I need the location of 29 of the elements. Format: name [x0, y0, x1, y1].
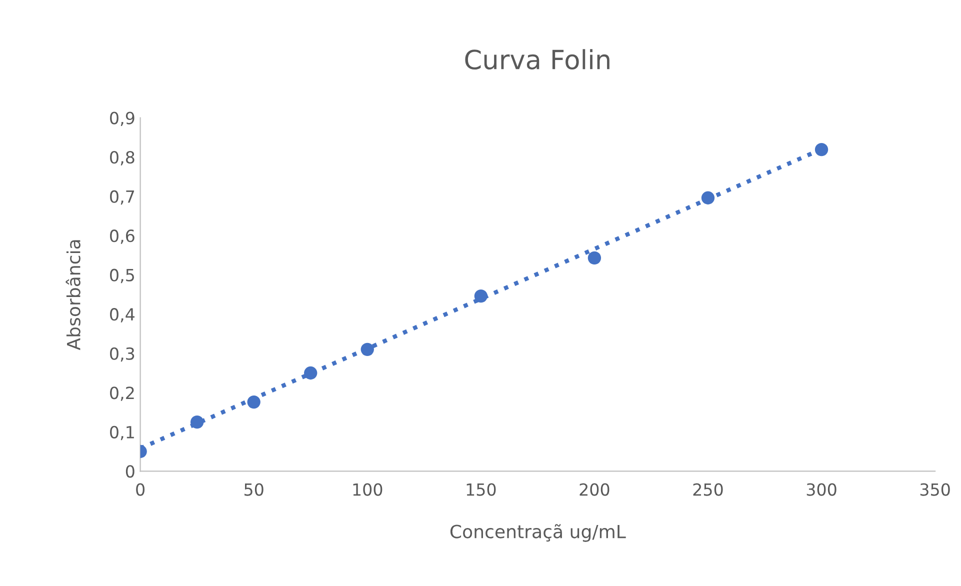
- x-tick-label: 350: [920, 483, 950, 496]
- y-axis-title: Absorbância: [66, 240, 80, 350]
- chart-title: Curva Folin: [465, 49, 610, 70]
- point: [190, 415, 204, 429]
- x-axis-title: Concentraçã ug/mL: [450, 524, 626, 542]
- y-tick-label: 0,2: [110, 386, 134, 401]
- point: [474, 289, 488, 303]
- x-tick-label: 0: [136, 483, 144, 496]
- point: [814, 143, 828, 156]
- y-tick-label: 0,8: [110, 151, 134, 166]
- x-tick-label: 100: [353, 483, 382, 496]
- x-tick-label: 300: [806, 483, 836, 496]
- point: [304, 366, 318, 380]
- y-tick-label: 0,6: [110, 230, 134, 244]
- point: [360, 342, 374, 356]
- y-tick-label: 0: [126, 465, 134, 478]
- x-tick-label: 50: [244, 483, 264, 496]
- x-tick-label: 150: [466, 483, 496, 496]
- y-tick-label: 0,5: [110, 268, 134, 284]
- x-tick-label: 200: [580, 483, 610, 496]
- point: [701, 191, 715, 204]
- y-tick-label: 0,3: [110, 347, 134, 362]
- y-tick-label: 0,9: [110, 112, 134, 126]
- y-tick-label: 0,4: [110, 308, 135, 322]
- point: [247, 395, 260, 409]
- point: [588, 251, 602, 265]
- y-tick-label: 0,1: [110, 426, 134, 440]
- x-tick-label: 250: [693, 483, 723, 496]
- y-tick-label: 0,7: [110, 190, 134, 205]
